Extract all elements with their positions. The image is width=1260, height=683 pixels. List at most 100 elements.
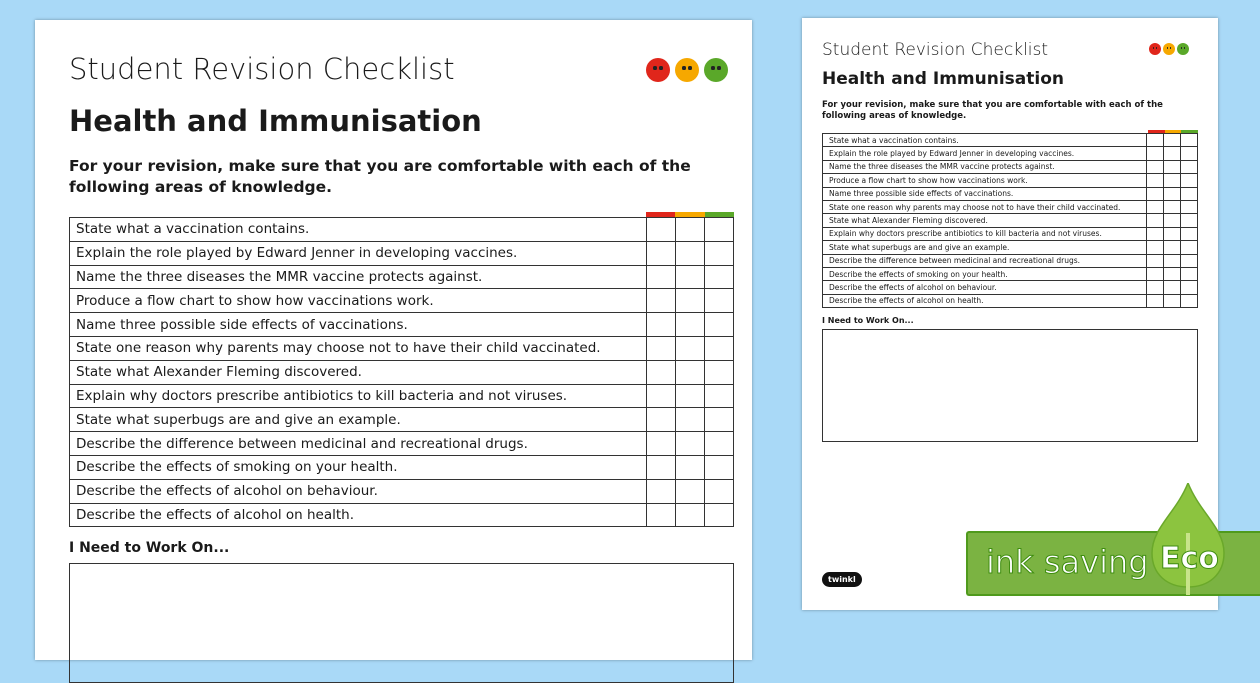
checkbox-red[interactable] bbox=[1146, 293, 1164, 309]
checkbox-green[interactable] bbox=[704, 383, 734, 409]
checkbox-green[interactable] bbox=[1180, 280, 1198, 295]
checkbox-green[interactable] bbox=[1180, 199, 1198, 215]
checkbox-red[interactable] bbox=[646, 288, 676, 314]
checkbox-red[interactable] bbox=[646, 478, 676, 504]
checkbox-amber[interactable] bbox=[1163, 173, 1181, 188]
checkbox-green[interactable] bbox=[704, 478, 734, 504]
checkbox-red[interactable] bbox=[1146, 173, 1164, 188]
table-row: Explain why doctors prescribe antibiotic… bbox=[822, 226, 1198, 242]
checkbox-green[interactable] bbox=[1180, 240, 1198, 255]
work-on-box[interactable] bbox=[69, 563, 734, 683]
checkbox-amber[interactable] bbox=[675, 312, 705, 337]
checkbox-red[interactable] bbox=[646, 217, 676, 242]
table-row: Name three possible side effects of vacc… bbox=[822, 186, 1198, 201]
rating-bar-red bbox=[646, 212, 676, 217]
checkbox-green[interactable] bbox=[704, 359, 734, 385]
work-on-box[interactable] bbox=[822, 329, 1198, 442]
table-row: Name the three diseases the MMR vaccine … bbox=[822, 159, 1198, 175]
table-row: Describe the effects of alcohol on healt… bbox=[822, 293, 1198, 309]
checkbox-amber[interactable] bbox=[675, 478, 705, 504]
checkbox-amber[interactable] bbox=[1163, 186, 1181, 201]
checkbox-green[interactable] bbox=[704, 431, 734, 456]
checkbox-green[interactable] bbox=[704, 240, 734, 266]
checkbox-green[interactable] bbox=[704, 264, 734, 290]
checkbox-green[interactable] bbox=[704, 407, 734, 433]
worksheet-title: Student Revision Checklist bbox=[69, 52, 455, 86]
checklist-item: Explain the role played by Edward Jenner… bbox=[822, 146, 1147, 161]
checkbox-amber[interactable] bbox=[675, 335, 705, 361]
checkbox-red[interactable] bbox=[1146, 240, 1164, 255]
checkbox-amber[interactable] bbox=[1163, 266, 1181, 282]
checkbox-amber[interactable] bbox=[675, 359, 705, 385]
checkbox-red[interactable] bbox=[1146, 132, 1164, 148]
checkbox-red[interactable] bbox=[1146, 199, 1164, 215]
checkbox-green[interactable] bbox=[1180, 253, 1198, 268]
checkbox-red[interactable] bbox=[646, 240, 676, 266]
checkbox-amber[interactable] bbox=[675, 264, 705, 290]
checkbox-amber[interactable] bbox=[1163, 146, 1181, 161]
checkbox-green[interactable] bbox=[1180, 146, 1198, 161]
checkbox-green[interactable] bbox=[1180, 213, 1198, 228]
checkbox-amber[interactable] bbox=[1163, 199, 1181, 215]
checkbox-red[interactable] bbox=[1146, 213, 1164, 228]
checkbox-red[interactable] bbox=[1146, 226, 1164, 242]
table-row: Explain the role played by Edward Jenner… bbox=[69, 240, 734, 266]
table-row: Explain why doctors prescribe antibiotic… bbox=[69, 383, 734, 409]
checkbox-red[interactable] bbox=[1146, 266, 1164, 282]
worksheet-subtitle: Health and Immunisation bbox=[69, 104, 482, 138]
checkbox-green[interactable] bbox=[704, 217, 734, 242]
neutral-face-icon bbox=[1163, 43, 1175, 55]
checklist-item: Name the three diseases the MMR vaccine … bbox=[822, 159, 1147, 175]
checkbox-red[interactable] bbox=[646, 454, 676, 480]
checkbox-red[interactable] bbox=[646, 335, 676, 361]
checklist-item: Describe the effects of alcohol on healt… bbox=[822, 293, 1147, 309]
checkbox-amber[interactable] bbox=[675, 383, 705, 409]
checkbox-red[interactable] bbox=[1146, 280, 1164, 295]
table-row: State what Alexander Fleming discovered. bbox=[69, 359, 734, 385]
checkbox-red[interactable] bbox=[646, 407, 676, 433]
checklist-item: Name three possible side effects of vacc… bbox=[69, 312, 647, 337]
table-row: Describe the effects of alcohol on behav… bbox=[822, 280, 1198, 295]
checkbox-amber[interactable] bbox=[1163, 280, 1181, 295]
checkbox-green[interactable] bbox=[1180, 266, 1198, 282]
checkbox-amber[interactable] bbox=[1163, 240, 1181, 255]
checkbox-red[interactable] bbox=[646, 431, 676, 456]
checkbox-green[interactable] bbox=[1180, 186, 1198, 201]
rating-bar-amber bbox=[1164, 130, 1182, 133]
checkbox-amber[interactable] bbox=[1163, 226, 1181, 242]
checkbox-amber[interactable] bbox=[1163, 159, 1181, 175]
checkbox-green[interactable] bbox=[1180, 173, 1198, 188]
checkbox-green[interactable] bbox=[1180, 132, 1198, 148]
table-row: Describe the difference between medicina… bbox=[822, 253, 1198, 268]
checkbox-red[interactable] bbox=[646, 383, 676, 409]
checkbox-red[interactable] bbox=[646, 502, 676, 528]
intro-text: For your revision, make sure that you ar… bbox=[822, 100, 1163, 121]
checkbox-amber[interactable] bbox=[1163, 132, 1181, 148]
checkbox-green[interactable] bbox=[1180, 293, 1198, 309]
checkbox-red[interactable] bbox=[646, 312, 676, 337]
checkbox-amber[interactable] bbox=[1163, 293, 1181, 309]
checkbox-amber[interactable] bbox=[675, 240, 705, 266]
checkbox-amber[interactable] bbox=[675, 407, 705, 433]
checkbox-amber[interactable] bbox=[675, 502, 705, 528]
checkbox-red[interactable] bbox=[1146, 159, 1164, 175]
checkbox-amber[interactable] bbox=[675, 454, 705, 480]
checkbox-red[interactable] bbox=[646, 359, 676, 385]
checkbox-red[interactable] bbox=[1146, 146, 1164, 161]
checkbox-amber[interactable] bbox=[675, 217, 705, 242]
checkbox-amber[interactable] bbox=[1163, 213, 1181, 228]
checkbox-amber[interactable] bbox=[675, 431, 705, 456]
checkbox-red[interactable] bbox=[1146, 186, 1164, 201]
checkbox-green[interactable] bbox=[704, 288, 734, 314]
checkbox-amber[interactable] bbox=[1163, 253, 1181, 268]
checkbox-red[interactable] bbox=[646, 264, 676, 290]
checkbox-green[interactable] bbox=[1180, 159, 1198, 175]
rating-bars bbox=[646, 212, 734, 217]
checkbox-green[interactable] bbox=[1180, 226, 1198, 242]
checkbox-amber[interactable] bbox=[675, 288, 705, 314]
checkbox-green[interactable] bbox=[704, 335, 734, 361]
checkbox-red[interactable] bbox=[1146, 253, 1164, 268]
checkbox-green[interactable] bbox=[704, 312, 734, 337]
checkbox-green[interactable] bbox=[704, 454, 734, 480]
checkbox-green[interactable] bbox=[704, 502, 734, 528]
